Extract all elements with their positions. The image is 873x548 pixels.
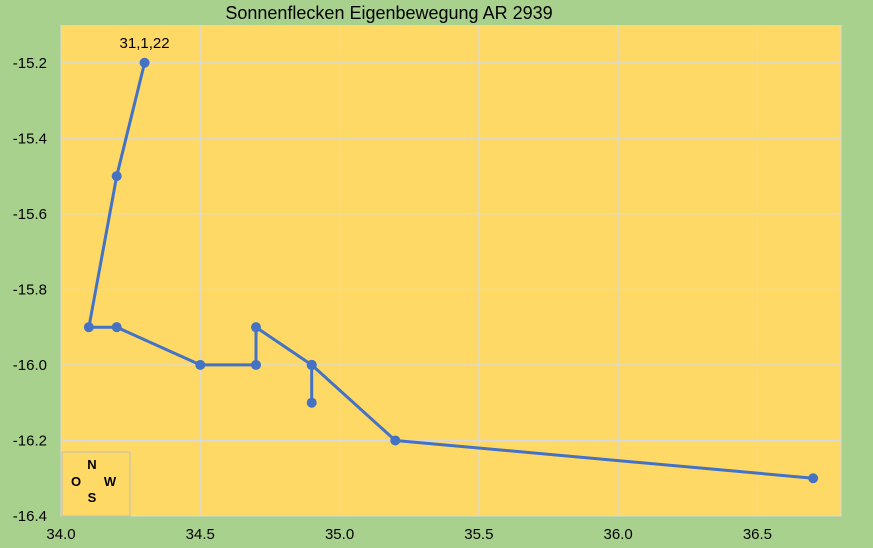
data-point [111, 322, 122, 333]
compass-box [61, 451, 131, 517]
series-line [87, 62, 814, 480]
x-tick-label: 35.0 [325, 526, 354, 543]
x-tick-label: 34.0 [46, 526, 75, 543]
y-tick-label: -16.2 [13, 432, 47, 449]
compass-rose: N O W S [61, 451, 131, 517]
data-point [251, 322, 261, 333]
compass-west: W [104, 474, 117, 489]
x-tick-label: 36.0 [604, 526, 633, 543]
y-tick-label: -16.4 [13, 508, 47, 525]
y-tick-label: -15.6 [13, 206, 47, 223]
y-tick-label: -15.8 [13, 281, 47, 298]
grid-lines [60, 25, 842, 517]
y-tick-label: -16.0 [13, 357, 47, 374]
x-tick-label: 34.5 [186, 526, 215, 543]
data-point [251, 359, 261, 370]
y-tick-label: -15.4 [13, 130, 47, 147]
x-tick-label: 35.5 [464, 526, 493, 543]
compass-east: O [71, 474, 81, 489]
data-point [139, 57, 150, 68]
data-point [83, 322, 94, 333]
series-layer [83, 57, 819, 484]
y-tick-label: -15.2 [13, 55, 47, 72]
data-point [306, 397, 317, 408]
data-point [195, 359, 206, 370]
data-point [111, 171, 122, 182]
data-point [808, 473, 819, 484]
data-point [390, 435, 401, 446]
tick-labels: 34.0 34.5 35.0 35.5 36.0 36.5 -15.2 -15.4 -15.6 -… [13, 55, 772, 543]
data-point [306, 359, 317, 370]
x-tick-label: 36.5 [743, 526, 772, 543]
compass-south: S [88, 490, 97, 505]
chart-title: Sonnenflecken Eigenbewegung AR 2939 [225, 3, 552, 23]
compass-north: N [87, 457, 96, 472]
plot-area [61, 25, 841, 516]
annotations: 31,1,22 [120, 35, 170, 52]
data-label: 31,1,22 [120, 35, 170, 52]
